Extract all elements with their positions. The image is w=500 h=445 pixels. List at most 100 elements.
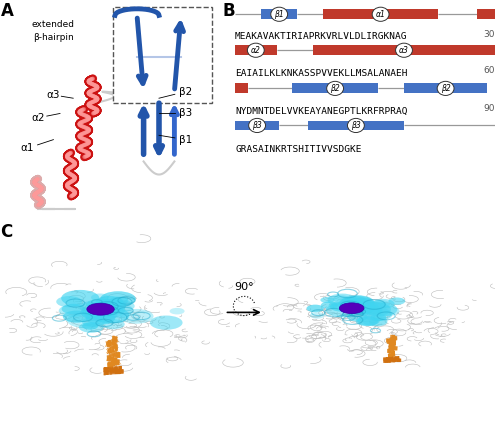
Circle shape (358, 302, 391, 316)
Text: C: C (0, 222, 12, 241)
Circle shape (95, 302, 133, 318)
Circle shape (170, 308, 184, 315)
Circle shape (347, 312, 368, 321)
Circle shape (91, 294, 109, 301)
Circle shape (342, 295, 374, 309)
Circle shape (81, 304, 112, 318)
Circle shape (330, 302, 352, 312)
Circle shape (357, 316, 380, 326)
Circle shape (362, 308, 392, 321)
Text: β1: β1 (179, 135, 192, 145)
Text: α1: α1 (20, 143, 34, 154)
Bar (235, 121, 279, 130)
Circle shape (92, 307, 130, 324)
Text: β1: β1 (274, 10, 284, 19)
Text: β2: β2 (330, 84, 340, 93)
Circle shape (86, 312, 116, 324)
Circle shape (333, 295, 350, 303)
Circle shape (354, 304, 380, 316)
Circle shape (96, 299, 126, 312)
Circle shape (320, 297, 334, 303)
Circle shape (87, 302, 116, 314)
Circle shape (63, 311, 90, 323)
Text: NYDMNTDELVVKEAYANEGPTLKRFRPRAQ: NYDMNTDELVVKEAYANEGPTLKRFRPRAQ (235, 107, 408, 116)
Circle shape (345, 296, 366, 305)
Circle shape (326, 303, 358, 317)
Circle shape (372, 7, 389, 21)
Text: β-hairpin: β-hairpin (33, 33, 74, 42)
Circle shape (321, 301, 338, 309)
Circle shape (306, 305, 324, 312)
Text: α2: α2 (251, 46, 260, 55)
Text: α3: α3 (46, 90, 60, 100)
Circle shape (85, 307, 107, 317)
Circle shape (97, 303, 112, 310)
Circle shape (437, 81, 454, 96)
Circle shape (388, 297, 406, 305)
Circle shape (344, 299, 374, 312)
Text: α2: α2 (31, 113, 45, 123)
Circle shape (338, 296, 372, 311)
Text: β3: β3 (252, 121, 262, 130)
Circle shape (370, 300, 386, 307)
Circle shape (271, 7, 287, 21)
Bar (313, 45, 495, 55)
Circle shape (62, 304, 86, 314)
Circle shape (150, 316, 182, 330)
Text: B: B (222, 2, 234, 20)
Circle shape (372, 300, 390, 308)
Circle shape (328, 294, 357, 307)
Circle shape (61, 290, 100, 307)
Bar (477, 9, 495, 19)
Circle shape (87, 303, 115, 315)
Circle shape (120, 309, 154, 324)
Circle shape (110, 297, 128, 305)
Circle shape (348, 118, 364, 133)
Bar (404, 84, 487, 93)
Text: α1: α1 (376, 10, 386, 19)
Circle shape (396, 43, 412, 57)
Circle shape (344, 301, 376, 315)
Text: 90: 90 (484, 104, 495, 113)
Text: EAIAILKLKNKASSPVVEKLLMSALANAEH: EAIAILKLKNKASSPVVEKLLMSALANAEH (235, 69, 408, 78)
Circle shape (96, 296, 124, 308)
Circle shape (109, 307, 126, 314)
FancyBboxPatch shape (113, 7, 212, 102)
Text: 30: 30 (484, 29, 495, 39)
Text: β3: β3 (179, 109, 192, 118)
Text: β3: β3 (351, 121, 361, 130)
Circle shape (372, 299, 394, 309)
Circle shape (100, 303, 120, 312)
Circle shape (340, 303, 364, 314)
Circle shape (86, 303, 120, 317)
Circle shape (82, 309, 106, 320)
Bar (292, 84, 378, 93)
Circle shape (366, 308, 382, 315)
Circle shape (376, 306, 400, 316)
Circle shape (356, 301, 378, 311)
Bar (235, 84, 248, 93)
Bar (324, 9, 438, 19)
Circle shape (326, 81, 344, 96)
Text: 90°: 90° (234, 282, 254, 292)
Text: β2: β2 (440, 84, 450, 93)
Bar (261, 9, 298, 19)
Circle shape (369, 318, 388, 326)
Circle shape (80, 301, 110, 314)
Text: GRASAINKRTSHITIVVSDGKE: GRASAINKRTSHITIVVSDGKE (235, 145, 362, 154)
Circle shape (100, 291, 136, 307)
Text: MEAKAVAKTIRIAPRKVRLVLDLIRGKNAG: MEAKAVAKTIRIAPRKVRLVLDLIRGKNAG (235, 32, 408, 40)
Circle shape (79, 322, 104, 333)
Bar (308, 121, 404, 130)
Circle shape (370, 314, 386, 321)
Bar (235, 45, 277, 55)
Text: 60: 60 (484, 65, 495, 74)
Circle shape (340, 295, 374, 311)
Circle shape (350, 298, 374, 308)
Circle shape (310, 312, 324, 319)
Circle shape (356, 316, 378, 326)
Circle shape (248, 43, 264, 57)
Text: α3: α3 (399, 46, 409, 55)
Circle shape (90, 303, 124, 318)
Circle shape (82, 317, 105, 327)
